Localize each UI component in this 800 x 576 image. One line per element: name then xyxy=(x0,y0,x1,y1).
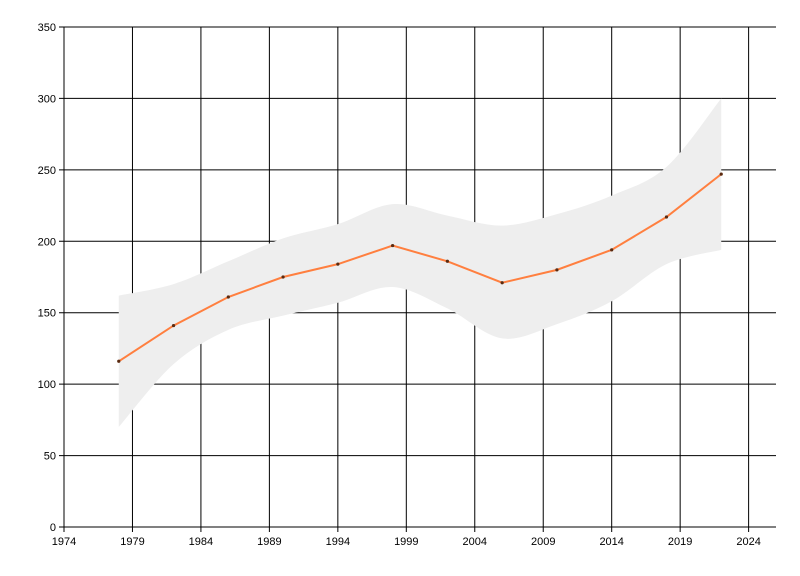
data-point xyxy=(555,268,559,272)
data-point xyxy=(336,262,340,266)
x-axis-tick-labels: 1974 1979 1984 1989 1994 1999 2004 2009 2014 2019… xyxy=(52,536,761,548)
series-layer xyxy=(117,172,723,363)
range-band xyxy=(118,98,722,427)
x-tick-label: 2024 xyxy=(736,536,760,548)
y-tick-label: 200 xyxy=(38,236,56,248)
data-point xyxy=(281,275,285,279)
confidence-band-layer xyxy=(118,98,722,427)
x-tick-label: 1994 xyxy=(326,536,350,548)
x-tick-label: 2019 xyxy=(668,536,692,548)
y-tick-label: 150 xyxy=(38,308,56,320)
data-point xyxy=(719,172,723,176)
y-axis-tick-labels: 0 50 100 150 200 250 300 350 xyxy=(38,22,56,534)
x-tick-label: 2009 xyxy=(531,536,555,548)
x-tick-label: 1989 xyxy=(257,536,281,548)
data-point xyxy=(500,281,504,285)
axes xyxy=(59,27,776,532)
x-tick-label: 2004 xyxy=(463,536,487,548)
data-point xyxy=(117,359,121,363)
y-tick-label: 0 xyxy=(50,522,56,534)
x-tick-label: 1979 xyxy=(120,536,144,548)
y-tick-label: 300 xyxy=(38,93,56,105)
y-tick-label: 100 xyxy=(38,379,56,391)
y-tick-label: 250 xyxy=(38,165,56,177)
data-point xyxy=(664,215,669,219)
x-tick-label: 1974 xyxy=(52,536,76,548)
x-tick-label: 1984 xyxy=(189,536,213,548)
data-point xyxy=(171,323,176,328)
data-point xyxy=(226,295,230,299)
series-line xyxy=(118,173,722,363)
y-tick-label: 50 xyxy=(44,451,56,463)
data-point xyxy=(445,259,449,263)
x-tick-label: 2014 xyxy=(599,536,623,548)
x-tick-label: 1999 xyxy=(394,536,418,548)
y-tick-label: 350 xyxy=(38,22,56,34)
data-point xyxy=(610,248,614,252)
data-point xyxy=(391,243,395,248)
